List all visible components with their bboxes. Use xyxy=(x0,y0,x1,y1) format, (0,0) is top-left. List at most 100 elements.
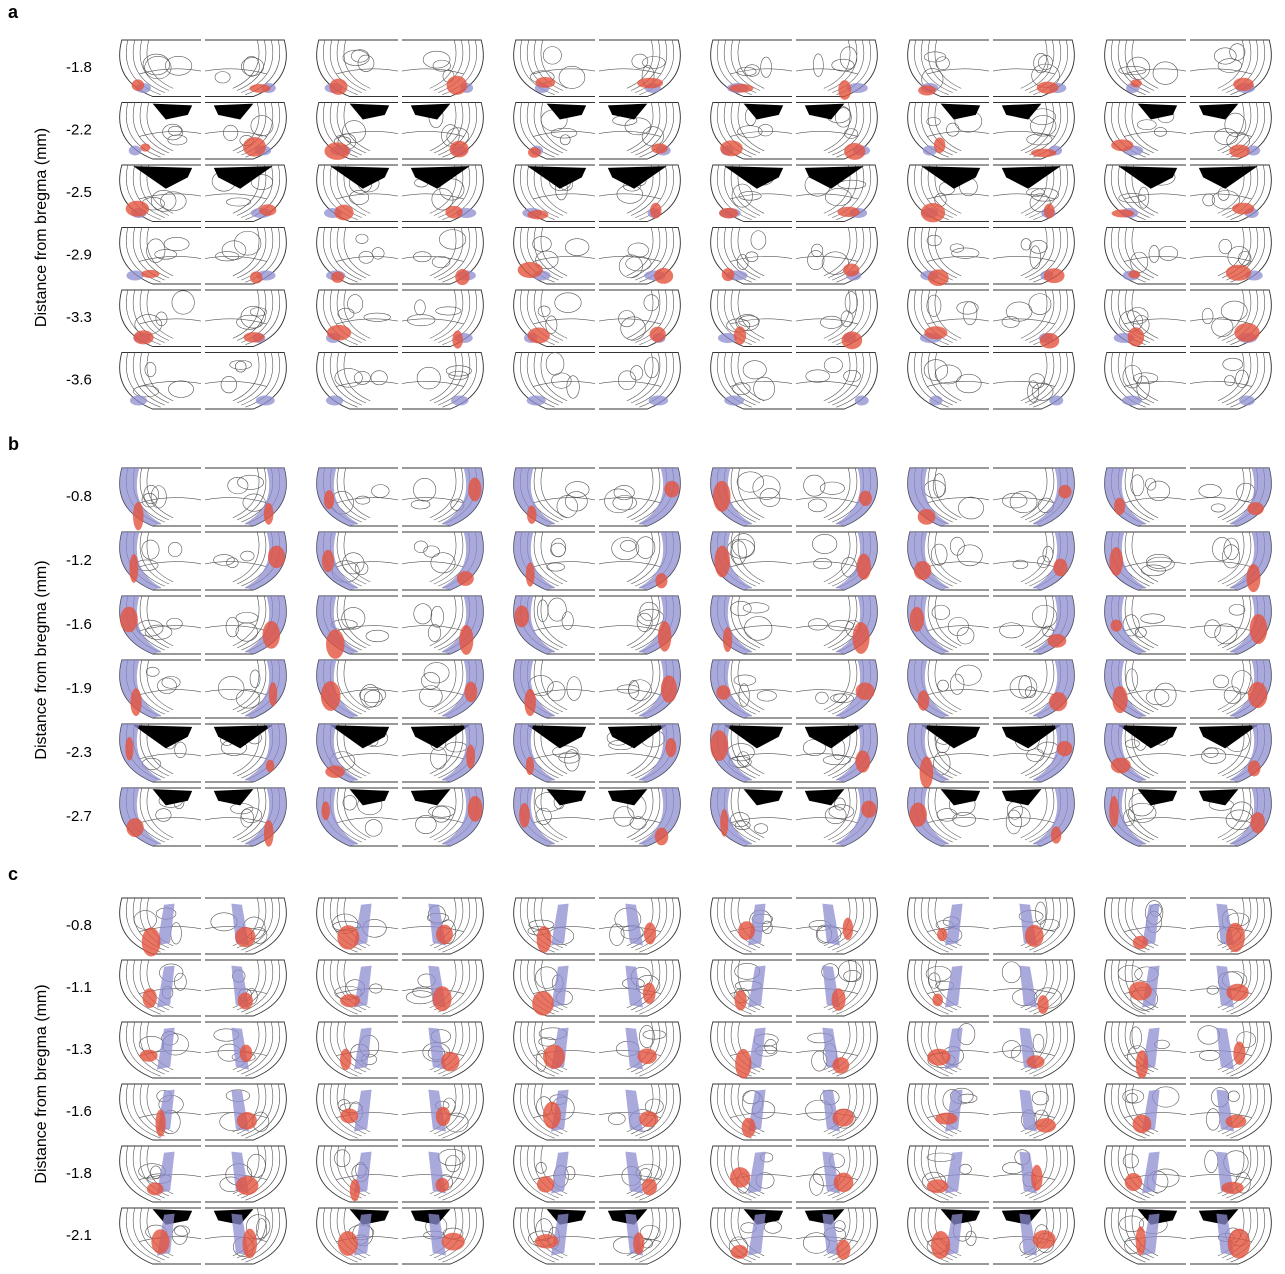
section-outline xyxy=(316,289,398,347)
section-line xyxy=(934,102,962,152)
section-line xyxy=(920,164,953,218)
left-hemisphere xyxy=(907,595,990,655)
section-line xyxy=(343,787,371,839)
ventricle xyxy=(1198,103,1239,120)
section-structure xyxy=(430,552,456,574)
section-line xyxy=(146,102,174,152)
section-outline xyxy=(402,164,484,222)
section-line xyxy=(730,318,793,325)
section-line xyxy=(540,659,568,711)
section-structure xyxy=(821,251,849,275)
section-structure xyxy=(926,234,942,247)
ventricle xyxy=(607,103,648,120)
section-line xyxy=(927,625,990,632)
section-line xyxy=(433,102,464,154)
left-hemisphere xyxy=(907,1207,990,1265)
axis-label: Distance from bregma (mm) xyxy=(33,560,50,759)
section-line xyxy=(132,1145,165,1199)
section-line xyxy=(1217,659,1245,711)
region-red xyxy=(1111,209,1135,218)
section-line xyxy=(717,352,752,408)
section-structure xyxy=(358,251,374,264)
section-line xyxy=(626,227,654,277)
region-red xyxy=(1111,139,1134,152)
ventricle xyxy=(1198,725,1258,749)
left-hemisphere xyxy=(119,39,202,97)
left-hemisphere xyxy=(1104,39,1187,97)
section-structure xyxy=(928,972,941,989)
section-line xyxy=(1221,352,1252,404)
section-line xyxy=(635,959,668,1013)
region-red xyxy=(856,553,872,580)
region-blue xyxy=(513,724,556,782)
section-line xyxy=(832,289,865,343)
region-red xyxy=(468,477,482,502)
section-line xyxy=(836,1021,871,1077)
section-line xyxy=(927,318,990,325)
section-structure xyxy=(1137,119,1157,131)
section-structure xyxy=(732,382,751,396)
section-outline xyxy=(205,164,287,222)
section-outline xyxy=(1104,227,1186,285)
ventricle xyxy=(724,166,784,189)
section-line xyxy=(827,227,858,279)
section-line xyxy=(139,897,170,949)
section-line xyxy=(1131,227,1159,277)
section-structure xyxy=(353,371,371,385)
section-line xyxy=(139,595,170,649)
section-line xyxy=(827,723,858,777)
section-line xyxy=(723,897,756,951)
right-hemisphere xyxy=(204,1145,287,1203)
section-structure xyxy=(565,238,590,256)
region-red xyxy=(146,1182,164,1196)
section-line xyxy=(832,897,865,951)
section-line xyxy=(126,959,161,1015)
section-line xyxy=(730,659,761,713)
section-line xyxy=(639,164,674,220)
section-outline xyxy=(710,39,792,97)
right-hemisphere xyxy=(992,1083,1075,1141)
section-line xyxy=(343,289,371,339)
section-line xyxy=(927,531,958,585)
region-red xyxy=(927,269,949,286)
section-structure xyxy=(413,540,428,553)
section-line xyxy=(139,561,202,568)
section-line xyxy=(343,595,371,647)
region-red xyxy=(446,75,468,95)
region-blue xyxy=(748,1213,766,1256)
section-structure xyxy=(532,236,552,252)
left-hemisphere xyxy=(710,959,793,1017)
section-outline xyxy=(796,289,878,347)
section-outline xyxy=(316,897,398,955)
section-line xyxy=(1024,102,1055,154)
region-red xyxy=(722,627,733,653)
section-structure xyxy=(1235,369,1249,388)
ventricle xyxy=(804,725,864,749)
section-line xyxy=(927,381,990,387)
section-structure xyxy=(552,745,579,758)
section-line xyxy=(1230,352,1265,408)
section-line xyxy=(132,1207,165,1261)
section-line xyxy=(533,381,596,387)
section-line xyxy=(1024,39,1055,91)
section-structure xyxy=(347,294,364,314)
section-structure xyxy=(950,1087,974,1105)
section-line xyxy=(146,352,174,402)
section-structure xyxy=(609,923,625,946)
section-line xyxy=(146,531,174,583)
right-hemisphere xyxy=(992,1145,1075,1203)
region-blue xyxy=(648,395,669,406)
section-line xyxy=(204,689,267,696)
section-structure xyxy=(430,605,444,628)
region-red xyxy=(913,560,932,581)
section-line xyxy=(717,1207,752,1263)
section-line xyxy=(401,256,464,262)
section-structure xyxy=(807,250,825,270)
region-red xyxy=(716,685,731,700)
region-blue xyxy=(1049,395,1064,406)
region-blue xyxy=(945,1151,963,1194)
section-structure xyxy=(1218,239,1232,255)
section-line xyxy=(1124,787,1155,841)
section-outline xyxy=(205,1145,287,1203)
region-red xyxy=(1049,692,1068,712)
